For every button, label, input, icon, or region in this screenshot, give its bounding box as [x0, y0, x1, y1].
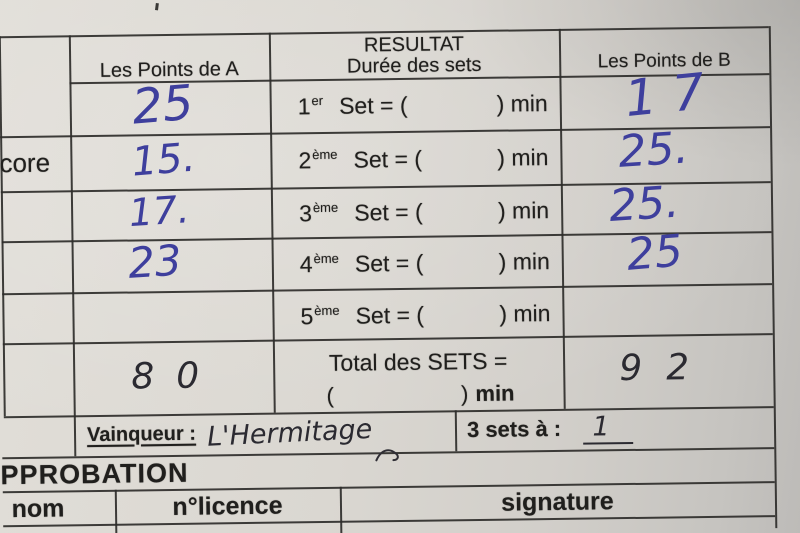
points-a-set4-handwritten: 23	[126, 235, 184, 288]
set-min-text: ) min	[496, 89, 548, 117]
set-row-4: 4ème Set = ( ) min	[300, 246, 550, 279]
set-row-2: 2ème Set = ( ) min	[298, 142, 548, 175]
set-number-value: 2	[298, 146, 312, 173]
column-header-licence: n°licence	[172, 491, 283, 521]
set-min-text: ) min	[497, 143, 549, 171]
set-equals-text: Set = (	[353, 145, 423, 173]
vainqueur-label: Vainqueur :	[86, 422, 197, 446]
score-side-label: core	[0, 147, 51, 178]
set-equals-text: Set = (	[354, 198, 423, 226]
points-a-total-handwritten: 80	[131, 354, 222, 398]
set-min-text: ) min	[498, 247, 550, 275]
set-ordinal-suffix: ème	[312, 146, 338, 162]
table-border-line	[268, 32, 276, 413]
set-number-value: 5	[300, 302, 314, 329]
set-ordinal-suffix: ème	[314, 302, 340, 318]
table-border-line	[454, 410, 458, 452]
set-equals-text: Set = (	[338, 91, 408, 119]
duration-blank	[422, 158, 497, 159]
set-row-1: 1er Set = ( ) min	[298, 88, 548, 121]
duration-blank	[408, 104, 497, 105]
set-min-text: ) min	[499, 299, 551, 327]
pen-mark	[375, 449, 399, 462]
points-a-set3-handwritten: 17.	[127, 187, 191, 236]
set-equals-text: Set = (	[355, 301, 425, 329]
sets-score-label: 3 sets à :	[466, 415, 562, 443]
total-open-paren: (	[326, 382, 335, 408]
vainqueur-value-handwritten: L'Hermitage	[206, 413, 373, 453]
table-border-line	[68, 35, 77, 457]
set-number: 1er	[298, 92, 324, 119]
set-ordinal-suffix: er	[311, 92, 324, 108]
set-row-5: 5ème Set = ( ) min	[300, 298, 550, 331]
total-sets-label: Total des SETS =	[328, 347, 508, 376]
set-row-3: 3ème Set = ( ) min	[299, 195, 549, 228]
total-duration-line: ( ) min	[326, 380, 515, 408]
points-b-total-handwritten: 92	[619, 346, 714, 389]
total-close-paren: )	[460, 381, 469, 407]
sets-score-underline	[583, 441, 634, 445]
set-number: 5ème	[300, 302, 339, 330]
total-min-text: min	[475, 380, 515, 407]
stray-mark	[155, 2, 159, 11]
duration-blank	[423, 211, 498, 212]
set-number: 4ème	[300, 250, 339, 278]
column-header-nom: nom	[11, 493, 65, 523]
set-number: 2ème	[298, 146, 337, 174]
duration-blank	[424, 314, 499, 315]
duration-blank	[423, 262, 498, 263]
set-equals-text: Set = (	[354, 249, 424, 277]
set-number-value: 4	[299, 250, 313, 277]
set-number-value: 1	[297, 92, 311, 119]
table-border-line	[0, 36, 6, 417]
points-a-set2-handwritten: 15.	[129, 134, 198, 186]
set-number: 3ème	[299, 199, 338, 227]
points-b-set2-handwritten: 25.	[616, 121, 690, 178]
set-min-text: ) min	[497, 196, 550, 224]
set-number-value: 3	[298, 199, 313, 226]
duree-header: Durée des sets	[346, 53, 482, 78]
column-header-signature: signature	[501, 486, 614, 517]
duration-blank	[334, 394, 461, 396]
set-ordinal-suffix: ème	[312, 199, 339, 215]
approbation-title: PPROBATION	[0, 457, 189, 490]
sets-score-value-handwritten: 1	[592, 410, 610, 442]
set-ordinal-suffix: ème	[313, 250, 339, 266]
points-a-set1-handwritten: 25	[129, 74, 196, 136]
